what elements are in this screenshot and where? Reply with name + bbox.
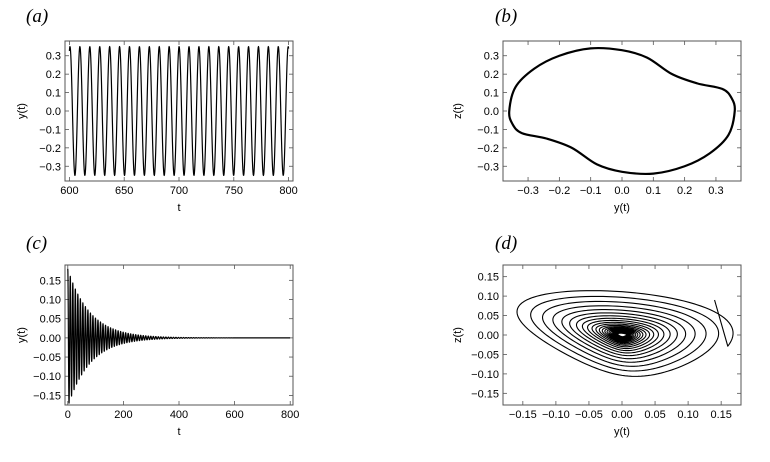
- y-axis-label: z(t): [452, 327, 464, 343]
- x-tick-label: −0.3: [517, 185, 539, 197]
- x-tick-label: 750: [225, 185, 243, 197]
- series-line: [516, 290, 734, 377]
- y-tick-label: −0.10: [33, 371, 61, 383]
- y-tick-label: 0.15: [478, 272, 499, 284]
- y-tick-label: −0.1: [39, 124, 61, 136]
- chart-b: −0.3 −0.2 −0.1 0.0 0.1 0.2 0.3 −0.3 −0.2 −0.1 0.0 0…: [452, 40, 742, 214]
- y-tick-label: −0.1: [477, 124, 499, 136]
- x-tick-label: 600: [60, 185, 78, 197]
- y-axis-label: y(t): [16, 103, 28, 119]
- x-tick-label: −0.1: [580, 185, 602, 197]
- y-tick-label: −0.15: [471, 388, 499, 400]
- y-tick-label: 0.2: [484, 69, 499, 81]
- x-tick-label: 800: [279, 185, 297, 197]
- chart-c: 0 200 400 600 800 −0.15 −0.10 −0.05 0.00 0.05 0.10…: [16, 264, 299, 438]
- y-tick-label: −0.10: [471, 369, 499, 381]
- y-tick-label: 0.0: [484, 106, 499, 118]
- panel-b-label: (b): [495, 6, 518, 27]
- panel-a-label: (a): [26, 6, 49, 27]
- y-tick-label: 0.1: [484, 88, 499, 100]
- x-axis-label: y(t): [614, 426, 630, 438]
- y-tick-label: −0.2: [39, 143, 61, 155]
- y-tick-label: −0.15: [33, 390, 61, 402]
- series-line: [508, 46, 736, 176]
- x-tick-label: −0.05: [575, 409, 603, 421]
- y-tick-label: 0.1: [46, 88, 61, 100]
- x-tick-label: 0.1: [646, 185, 661, 197]
- y-tick-label: 0.3: [484, 51, 499, 63]
- x-tick-label: −0.15: [509, 409, 537, 421]
- x-axis-label: y(t): [614, 202, 630, 214]
- x-tick-label: 0: [65, 409, 71, 421]
- series-line: [68, 45, 290, 177]
- x-tick-label: 0.2: [677, 185, 692, 197]
- x-tick-label: 0.0: [614, 185, 629, 197]
- plot-frame: [502, 40, 742, 182]
- y-axis-label: y(t): [16, 327, 28, 343]
- panel-d-label: (d): [495, 233, 518, 254]
- y-tick-label: 0.15: [40, 275, 61, 287]
- y-tick-label: 0.05: [40, 314, 61, 326]
- x-axis-label: t: [177, 202, 180, 214]
- y-tick-label: 0.10: [40, 295, 61, 307]
- x-tick-label: 0.00: [611, 409, 632, 421]
- y-tick-label: 0.3: [46, 51, 61, 63]
- panel-c-label: (c): [26, 233, 48, 254]
- x-tick-label: 0.3: [708, 185, 723, 197]
- chart-a: 600 650 700 750 800 −0.3 −0.2 −0.1 0.0 0.1 0.2 0.3 t…: [16, 40, 298, 214]
- y-tick-label: 0.00: [478, 330, 499, 342]
- y-tick-label: −0.2: [477, 143, 499, 155]
- y-tick-label: −0.05: [33, 352, 61, 364]
- y-tick-label: 0.0: [46, 106, 61, 118]
- x-tick-label: 600: [225, 409, 243, 421]
- x-tick-label: 200: [114, 409, 132, 421]
- x-tick-label: −0.10: [542, 409, 570, 421]
- y-tick-label: 0.05: [478, 311, 499, 323]
- series-line: [67, 268, 291, 404]
- y-tick-label: 0.2: [46, 69, 61, 81]
- plot-frame: [64, 264, 294, 406]
- chart-d: −0.15 −0.10 −0.05 0.00 0.05 0.10 0.15 −0.15 −0.1…: [452, 264, 742, 438]
- y-tick-label: −0.3: [477, 161, 499, 173]
- x-tick-label: 800: [281, 409, 299, 421]
- y-tick-label: −0.3: [39, 161, 61, 173]
- y-axis-label: z(t): [452, 103, 464, 119]
- y-tick-label: 0.00: [40, 333, 61, 345]
- y-tick-label: 0.10: [478, 291, 499, 303]
- x-tick-label: 400: [170, 409, 188, 421]
- x-tick-label: 700: [170, 185, 188, 197]
- x-tick-label: 650: [115, 185, 133, 197]
- x-tick-label: 0.15: [710, 409, 731, 421]
- y-tick-label: −0.05: [471, 349, 499, 361]
- x-axis-label: t: [177, 426, 180, 438]
- plot-frame: [502, 264, 742, 406]
- x-tick-label: −0.2: [549, 185, 571, 197]
- x-tick-label: 0.05: [644, 409, 665, 421]
- x-tick-label: 0.10: [677, 409, 698, 421]
